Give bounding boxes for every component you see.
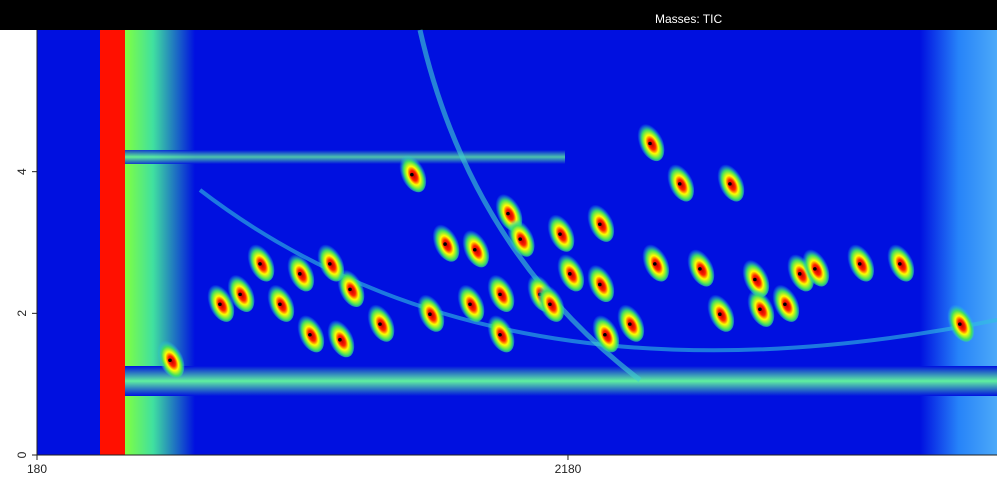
peak-apex (498, 293, 502, 297)
peak-apex (378, 322, 382, 326)
peak-apex (238, 293, 242, 297)
peak-apex (603, 333, 607, 337)
peak-apex (698, 267, 702, 271)
peak-apex (648, 142, 652, 146)
peak-apex (678, 182, 682, 186)
peak-apex (410, 173, 414, 177)
peak-apex (298, 272, 302, 276)
peak-apex (428, 312, 432, 316)
peak-apex (753, 278, 757, 282)
title-bar (0, 0, 997, 30)
chart: Masses: TIC 180 2180 0 2 4 (0, 0, 997, 483)
peak-apex (568, 272, 572, 276)
peak-apex (758, 307, 762, 311)
peak-apex (898, 262, 902, 266)
peak-apex (718, 312, 722, 316)
peak-apex (338, 338, 342, 342)
peak-apex (548, 302, 552, 306)
peak-apex (598, 283, 602, 287)
peak-apex (168, 358, 172, 362)
peak-apex (218, 302, 222, 306)
peak-apex (858, 262, 862, 266)
peak-apex (813, 267, 817, 271)
peak-apex (518, 237, 522, 241)
peak-apex (258, 262, 262, 266)
peak-apex (328, 262, 332, 266)
peak-apex (498, 333, 502, 337)
chart-title: Masses: TIC (655, 12, 722, 26)
plot-area (37, 30, 997, 455)
peak-apex (443, 242, 447, 246)
peak-apex (278, 302, 282, 306)
upper-band (125, 150, 565, 164)
peak-apex (598, 222, 602, 226)
y-tick-label: 4 (15, 168, 29, 175)
peak-apex (506, 212, 510, 216)
peak-apex (783, 302, 787, 306)
peak-apex (798, 272, 802, 276)
solvent-peak (100, 30, 125, 455)
peak-apex (473, 248, 477, 252)
x-axis-area (0, 455, 997, 483)
peak-apex (653, 262, 657, 266)
x-tick-label: 2180 (555, 462, 582, 476)
baseline-band (125, 366, 997, 396)
peak-apex (628, 322, 632, 326)
y-tick-label: 0 (15, 451, 29, 458)
peak-apex (308, 333, 312, 337)
peak-apex (468, 302, 472, 306)
x-tick-label: 180 (27, 462, 47, 476)
peak-apex (558, 232, 562, 236)
y-tick-label: 2 (15, 310, 29, 317)
peak-apex (728, 182, 732, 186)
peak-apex (958, 322, 962, 326)
peak-apex (348, 288, 352, 292)
